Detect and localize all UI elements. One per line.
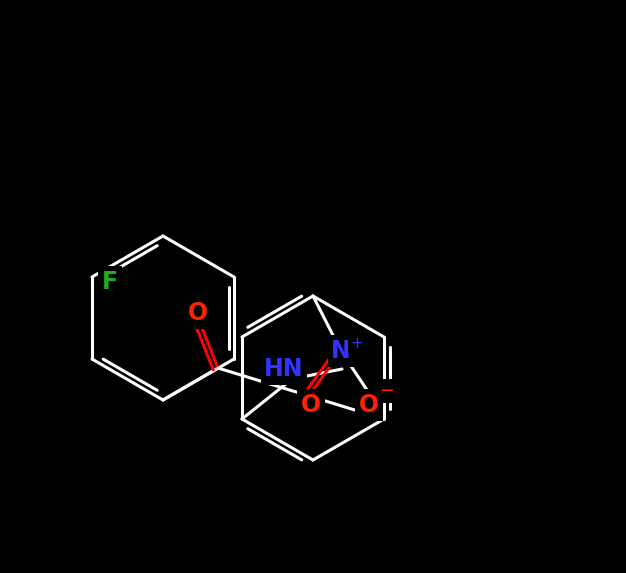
Text: N: N [331, 339, 351, 363]
Text: O: O [188, 301, 208, 325]
Text: HN: HN [264, 357, 304, 381]
Text: O: O [301, 393, 321, 417]
Text: −: − [379, 382, 394, 400]
Text: O: O [359, 393, 379, 417]
Text: +: + [351, 336, 363, 351]
Text: F: F [102, 270, 118, 294]
